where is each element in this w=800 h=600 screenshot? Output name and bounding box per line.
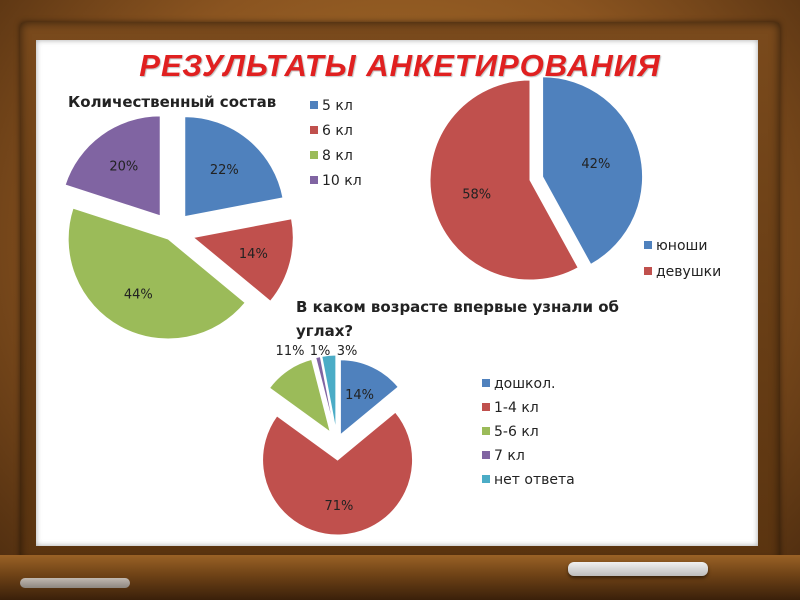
chart3-legend-swatch-2	[482, 427, 490, 435]
chart3-data-label-4: 3%	[337, 344, 358, 359]
chart2-pie: 42% 58% юноши девушки	[429, 76, 721, 281]
chart1-pie: 22% 14% 44% 20% 5 кл 6 кл 8 кл 10 кл	[64, 98, 362, 340]
chart1-data-label-0: 22%	[210, 163, 239, 178]
chart2-legend-swatch-1	[644, 267, 652, 275]
chart3-data-label-3: 1%	[310, 344, 331, 359]
chart2-slice-0	[542, 76, 644, 266]
chart1-legend-label-0: 5 кл	[322, 98, 353, 114]
chart3-legend-label-0: дошкол.	[494, 376, 555, 392]
chart1-legend-label-3: 10 кл	[322, 173, 362, 189]
chart3-slice-1	[262, 411, 414, 536]
chart1-data-label-2: 44%	[124, 287, 153, 302]
chart2-data-label-1: 58%	[462, 188, 491, 203]
chart3-slice-3	[315, 356, 335, 431]
chart1-legend-label-1: 6 кл	[322, 123, 353, 139]
chart3-slice-4	[321, 354, 337, 431]
chart3-legend-label-3: 7 кл	[494, 448, 525, 464]
chalk-piece-icon	[568, 562, 708, 576]
chart1-data-label-3: 20%	[109, 160, 138, 175]
chart1-legend-swatch-0	[310, 101, 318, 109]
chart3-legend-label-1: 1-4 кл	[494, 400, 539, 416]
chart3-legend-label-4: нет ответа	[494, 472, 575, 488]
chart3-data-label-2: 11%	[276, 344, 305, 359]
chart1-legend-swatch-3	[310, 176, 318, 184]
chart1-legend-label-2: 8 кл	[322, 148, 353, 164]
chart1-slice-0	[184, 116, 284, 218]
chart3-pie: 14% 71% 11% 1% 3% дошкол. 1-4 кл 5-6 кл 7 кл нет …	[262, 344, 575, 536]
chart3-legend-swatch-4	[482, 475, 490, 483]
chart3-legend-swatch-0	[482, 379, 490, 387]
chart2-slice-1	[429, 79, 579, 281]
chart1-data-label-1: 14%	[239, 247, 268, 262]
chart3-data-label-1: 71%	[325, 499, 354, 514]
chart3-data-label-0: 14%	[345, 388, 374, 403]
chart3-slice-2	[268, 358, 332, 434]
chart3-legend-swatch-1	[482, 403, 490, 411]
chart1-slice-1	[192, 218, 294, 302]
chalk-piece-icon	[20, 578, 130, 588]
chart3-slice-0	[339, 359, 399, 436]
chart1-legend-swatch-2	[310, 151, 318, 159]
chart2-data-label-0: 42%	[581, 157, 610, 172]
chart1-title: Количественный состав	[68, 93, 276, 111]
chart2-legend-label-0: юноши	[656, 238, 707, 254]
chart3-title-line1: В каком возрасте впервые узнали об	[296, 298, 619, 316]
page-title: РЕЗУЛЬТАТЫ АНКЕТИРОВАНИЯ	[139, 48, 661, 83]
chart1-slice-2	[67, 207, 246, 340]
chart3-title-line2: углах?	[296, 322, 353, 340]
chart3-legend-swatch-3	[482, 451, 490, 459]
chart2-legend-swatch-0	[644, 241, 652, 249]
chart3-legend-label-2: 5-6 кл	[494, 424, 539, 440]
chart1-legend-swatch-1	[310, 126, 318, 134]
chart1-slice-3	[64, 115, 161, 217]
chart2-legend-label-1: девушки	[656, 264, 721, 280]
